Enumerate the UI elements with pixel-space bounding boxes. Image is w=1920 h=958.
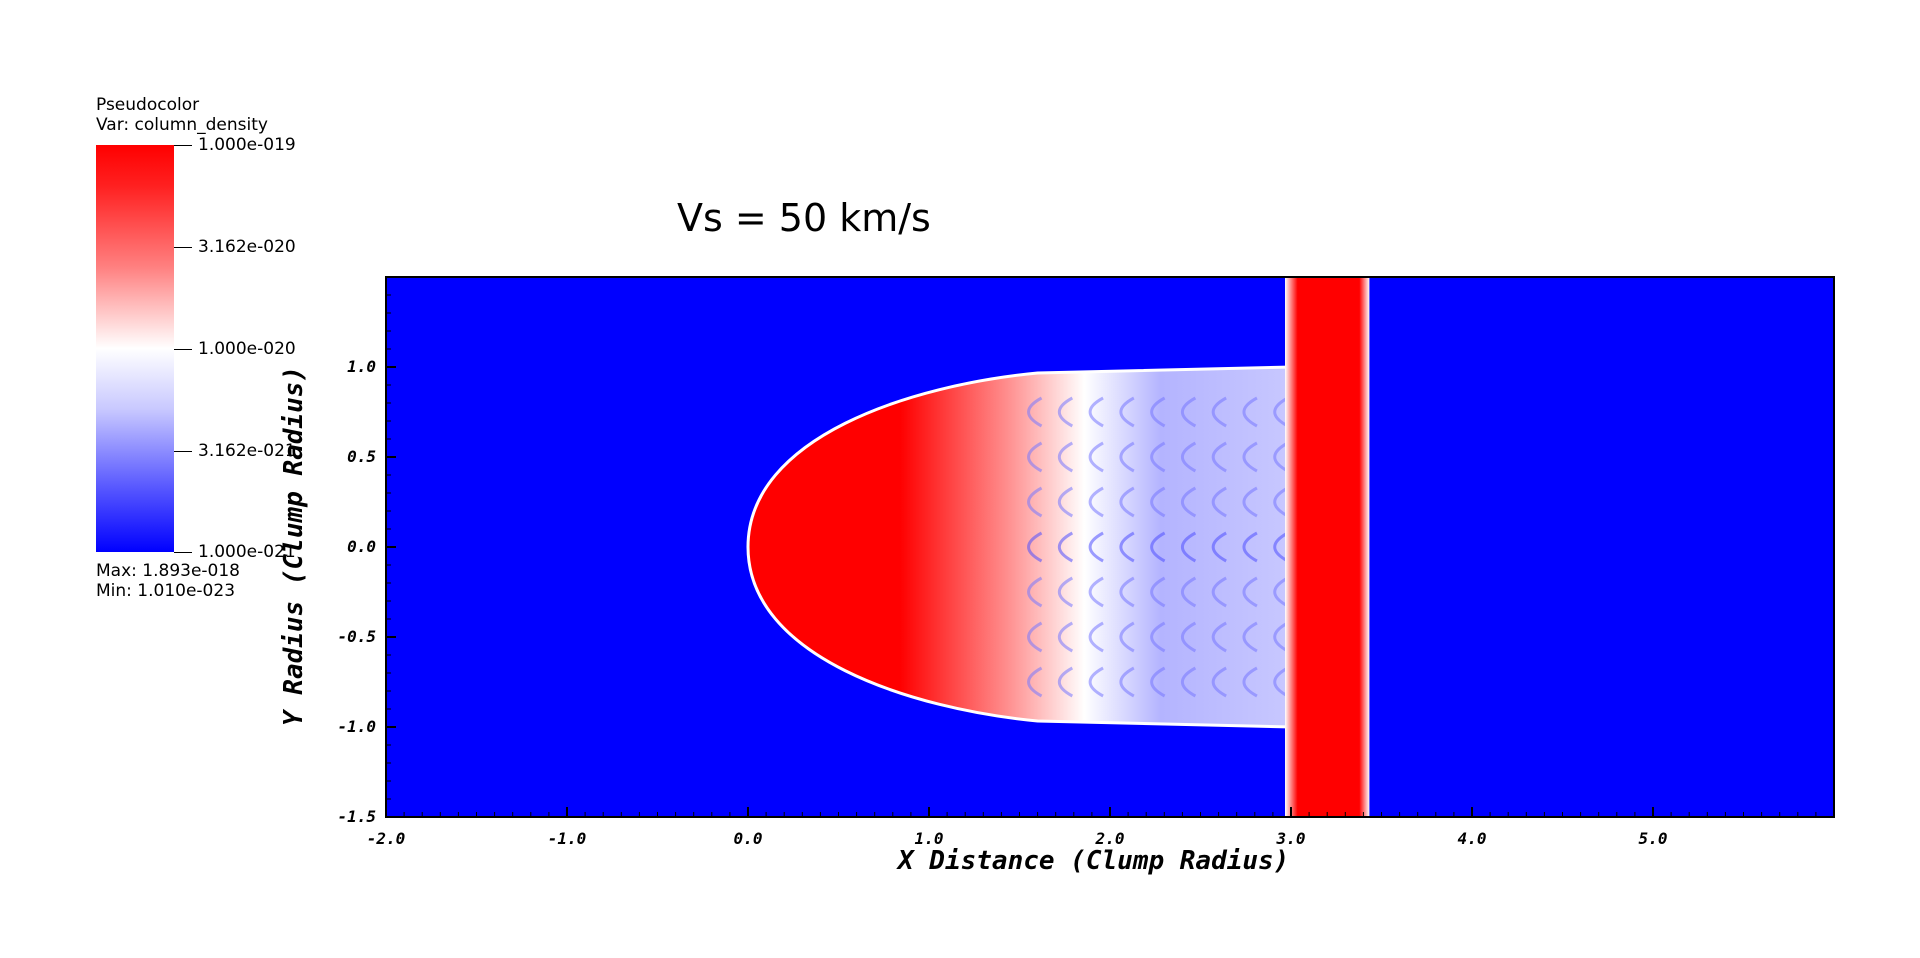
- ripple-chevron: [1027, 621, 1043, 653]
- y-tick-label: 1.0: [347, 357, 376, 376]
- colorbar-tick-mark: [174, 451, 192, 452]
- ripple-chevron: [1242, 666, 1258, 698]
- ripple-chevron: [1273, 576, 1289, 608]
- ripple-chevron: [1150, 396, 1166, 428]
- legend-max: Max: 1.893e-018: [96, 561, 240, 581]
- ripple-chevron: [1057, 531, 1074, 563]
- ripple-chevron: [1027, 486, 1043, 518]
- ripple-chevron: [1088, 576, 1104, 608]
- colorbar-tick-label: 3.162e-020: [198, 237, 296, 257]
- colorbar: [96, 145, 174, 552]
- ripple-chevron: [1242, 441, 1258, 473]
- y-tick-label: 0.5: [347, 447, 376, 466]
- y-tick-label: 0.0: [347, 537, 376, 556]
- colorbar-tick-mark: [174, 349, 192, 350]
- ripple-chevron: [1027, 531, 1043, 563]
- ripple-chevron: [1273, 441, 1289, 473]
- ripple-chevron: [1027, 396, 1043, 428]
- ripple-chevron: [1211, 576, 1227, 608]
- legend-variable: Var: column_density: [96, 115, 268, 135]
- ripple-chevron: [1057, 576, 1074, 608]
- x-tick-label: 2.0: [1095, 829, 1125, 848]
- ripple-chevron: [1088, 666, 1104, 698]
- ripple-chevron: [1273, 621, 1289, 653]
- ripple-chevron: [1057, 621, 1074, 653]
- x-tick-label: 5.0: [1639, 829, 1668, 848]
- ripple-chevron: [1027, 666, 1043, 698]
- ripple-chevron: [1150, 621, 1166, 653]
- ripple-chevron: [1242, 396, 1258, 428]
- ripple-chevron: [1057, 441, 1074, 473]
- ripple-chevron: [1211, 396, 1227, 428]
- ripple-chevron: [1211, 621, 1227, 653]
- ripple-chevron: [1119, 531, 1135, 563]
- legend-plot-type: Pseudocolor: [96, 95, 200, 115]
- ripple-chevron: [1057, 396, 1074, 428]
- ripple-chevron: [1242, 621, 1258, 653]
- ripple-chevron: [1150, 441, 1166, 473]
- y-tick-label: -1.0: [337, 717, 376, 736]
- y-axis-title: Y Radius (Clump Radius): [279, 365, 309, 726]
- colorbar-tick-mark: [174, 552, 192, 553]
- ripple-chevron: [1180, 396, 1197, 428]
- x-tick-label: -1.0: [548, 829, 587, 848]
- ripple-chevron: [1119, 441, 1135, 473]
- ripple-chevron: [1088, 396, 1104, 428]
- ripple-chevron: [1027, 576, 1043, 608]
- ripple-chevron: [1088, 621, 1104, 653]
- x-axis-title: X Distance (Clump Radius): [898, 846, 1290, 876]
- ripple-chevron: [1119, 396, 1135, 428]
- ripple-chevron: [1180, 441, 1197, 473]
- y-tick-label: -1.5: [337, 807, 376, 826]
- ripple-chevron: [1242, 531, 1258, 563]
- ripple-chevron: [1180, 531, 1197, 563]
- ripple-chevron: [1119, 621, 1135, 653]
- ripple-chevron: [1273, 486, 1289, 518]
- ripple-chevron: [1211, 531, 1227, 563]
- ripple-chevron: [1180, 621, 1197, 653]
- colorbar-tick-label: 1.000e-021: [198, 542, 296, 562]
- ripple-chevron: [1211, 486, 1227, 518]
- ripple-chevron: [1088, 441, 1104, 473]
- colorbar-tick-mark: [174, 247, 192, 248]
- y-tick-label: -0.5: [337, 627, 376, 646]
- ripple-chevron: [1242, 576, 1258, 608]
- ripple-chevron: [1057, 486, 1074, 518]
- x-tick-label: 3.0: [1276, 829, 1306, 848]
- x-tick-label: -2.0: [367, 829, 406, 848]
- ripple-chevron: [1273, 396, 1289, 428]
- colorbar-tick-mark: [174, 145, 192, 146]
- ripple-chevron: [1242, 486, 1258, 518]
- clump-ripples: [1027, 396, 1289, 698]
- ripple-chevron: [1119, 576, 1135, 608]
- legend-min: Min: 1.010e-023: [96, 581, 236, 601]
- plot-title: Vs = 50 km/s: [677, 196, 931, 240]
- ripple-chevron: [1119, 666, 1135, 698]
- colorbar-tick-label: 3.162e-021: [198, 441, 296, 461]
- x-tick-label: 1.0: [915, 829, 944, 848]
- ripple-chevron: [1119, 486, 1135, 518]
- x-tick-label: 0.0: [734, 829, 763, 848]
- ripple-chevron: [1180, 486, 1197, 518]
- ripple-chevron: [1088, 531, 1104, 563]
- ripple-chevron: [1273, 531, 1289, 563]
- ripple-chevron: [1211, 441, 1227, 473]
- ripple-chevron: [1180, 576, 1197, 608]
- ripple-chevron: [1057, 666, 1074, 698]
- ripple-chevron: [1211, 666, 1227, 698]
- ripple-chevron: [1180, 666, 1197, 698]
- ripple-chevron: [1273, 666, 1289, 698]
- ripple-chevron: [1150, 531, 1166, 563]
- colorbar-tick-label: 1.000e-020: [198, 339, 296, 359]
- shock-sheet: [1285, 277, 1370, 817]
- ripple-chevron: [1150, 576, 1166, 608]
- x-tick-label: 4.0: [1458, 829, 1487, 848]
- ripple-chevron: [1027, 441, 1043, 473]
- ripple-chevron: [1088, 486, 1104, 518]
- colorbar-tick-label: 1.000e-019: [198, 135, 296, 155]
- ripple-chevron: [1150, 666, 1166, 698]
- ripple-chevron: [1150, 486, 1166, 518]
